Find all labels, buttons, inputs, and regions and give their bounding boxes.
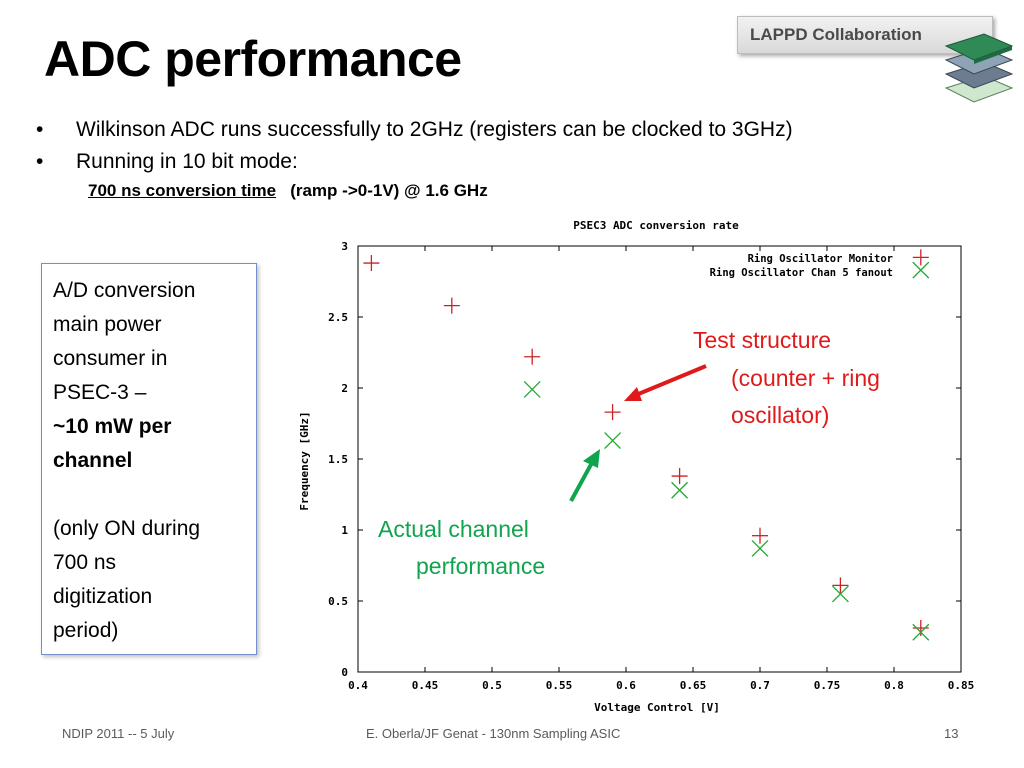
x-tick-label: 0.55 — [546, 679, 573, 692]
bullet-text: Running in 10 bit mode: — [76, 150, 298, 173]
plot-frame — [357, 245, 962, 673]
y-tick-label: 1 — [341, 524, 348, 537]
red-arrow-head — [624, 387, 642, 401]
actual-channel-line-1: Actual channel — [378, 516, 529, 542]
plus-marker — [363, 255, 380, 272]
note-power-unit: channel — [53, 449, 133, 472]
test-structure-line-3: oscillator) — [731, 402, 830, 428]
x-tick-label: 0.5 — [482, 679, 502, 692]
cross-marker — [751, 540, 769, 557]
lappd-logo-icon — [944, 33, 1014, 103]
page-number: 13 — [944, 726, 959, 741]
note-power-value: ~10 mW per — [53, 415, 172, 438]
plus-marker — [912, 619, 929, 636]
plus-marker — [443, 297, 460, 314]
x-tick-label: 0.75 — [814, 679, 841, 692]
cross-marker — [671, 481, 689, 499]
note-line: A/D conversion — [53, 279, 196, 302]
cross-marker — [523, 380, 541, 398]
bullet-item: • Running in 10 bit mode: — [36, 146, 793, 178]
collaboration-badge: LAPPD Collaboration — [737, 16, 993, 54]
x-axis-label: Voltage Control [V] — [594, 701, 720, 714]
footer-date: NDIP 2011 -- 5 July — [62, 726, 175, 741]
bullet-list: • Wilkinson ADC runs successfully to 2GH… — [36, 114, 793, 178]
y-tick-label: 2 — [341, 382, 348, 395]
x-tick-labels: 0.4 0.45 0.5 0.55 0.6 0.65 0.7 0.75 0.8 0.85 — [348, 679, 974, 692]
bullet-item: • Wilkinson ADC runs successfully to 2GH… — [36, 114, 793, 146]
ramp-detail: (ramp ->0-1V) @ 1.6 GHz — [290, 181, 488, 200]
sub-bullet: 700 ns conversion time (ramp ->0-1V) @ 1… — [88, 181, 488, 201]
legend-label: Ring Oscillator Chan 5 fanout — [710, 267, 893, 279]
plus-marker — [671, 468, 688, 485]
plus-marker — [524, 348, 541, 365]
bullet-dot: • — [36, 118, 44, 141]
conversion-time-label: 700 ns conversion time — [88, 181, 277, 200]
chart-legend: Ring Oscillator Monitor Ring Oscillator C… — [710, 253, 893, 279]
x-tick-label: 0.65 — [680, 679, 707, 692]
note-line: main power — [53, 313, 162, 336]
y-tick-labels: 0 0.5 1 1.5 2 2.5 3 — [328, 240, 348, 679]
legend-label: Ring Oscillator Monitor — [748, 253, 893, 265]
y-tick-label: 0 — [341, 666, 348, 679]
data-points — [363, 249, 930, 641]
plus-marker — [752, 527, 768, 544]
x-tick-label: 0.4 — [348, 679, 368, 692]
note-line: digitization — [53, 585, 153, 608]
green-arrow-head — [583, 449, 600, 468]
chart-title: PSEC3 ADC conversion rate — [573, 219, 739, 232]
y-tick-label: 1.5 — [328, 453, 348, 466]
note-line: period) — [53, 619, 119, 642]
plus-marker — [604, 404, 621, 421]
note-line: PSEC-3 – — [53, 381, 147, 404]
x-tick-label: 0.7 — [750, 679, 770, 692]
cross-marker — [831, 585, 849, 603]
cross-marker — [912, 623, 930, 641]
adc-conversion-rate-chart: PSEC3 ADC conversion rate 0.4 0.45 0.5 0.55… — [298, 219, 974, 714]
plus-marker — [912, 249, 929, 266]
bullet-text: Wilkinson ADC runs successfully to 2GHz … — [76, 118, 793, 141]
power-note-box: A/D conversion main power consumer in PS… — [41, 263, 257, 655]
x-tick-label: 0.85 — [948, 679, 975, 692]
y-tick-label: 2.5 — [328, 311, 348, 324]
test-structure-line-1: Test structure — [693, 327, 832, 353]
footer-author: E. Oberla/JF Genat - 130nm Sampling ASIC — [366, 726, 621, 741]
note-spacer — [53, 478, 250, 512]
green-arrow — [569, 458, 596, 502]
slide-title: ADC performance — [44, 31, 462, 87]
y-axis-label: Frequency [GHz] — [298, 411, 311, 510]
x-tick-label: 0.45 — [412, 679, 439, 692]
note-line: 700 ns — [53, 551, 117, 574]
y-tick-label: 3 — [341, 240, 348, 253]
cross-marker — [604, 432, 622, 449]
test-structure-line-2: (counter + ring — [731, 365, 880, 391]
y-tick-label: 0.5 — [328, 595, 348, 608]
plus-marker — [832, 577, 849, 594]
bullet-dot: • — [36, 150, 44, 173]
cross-marker — [912, 261, 930, 279]
actual-channel-line-2: performance — [416, 553, 546, 579]
x-tick-label: 0.6 — [616, 679, 636, 692]
red-arrow — [635, 364, 707, 397]
chart-axes — [357, 245, 962, 673]
note-line: consumer in — [53, 347, 168, 370]
note-line: (only ON during — [53, 517, 201, 540]
x-tick-label: 0.8 — [884, 679, 904, 692]
